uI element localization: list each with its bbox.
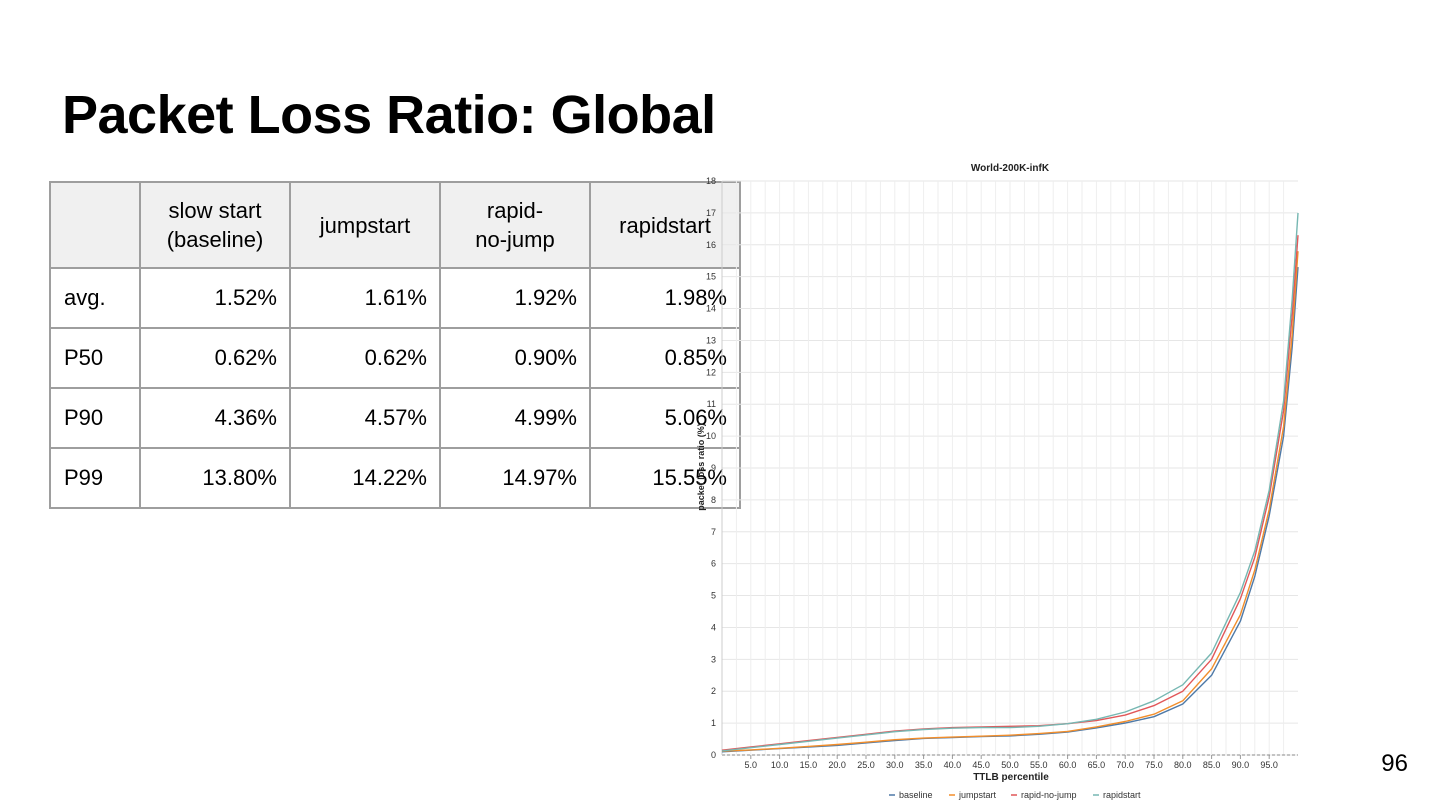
x-tick-label: 35.0 bbox=[915, 760, 933, 770]
y-tick-label: 5 bbox=[711, 591, 716, 601]
series-line-jumpstart bbox=[721, 251, 1299, 752]
y-tick-label: 4 bbox=[711, 622, 716, 632]
y-tick-label: 9 bbox=[711, 463, 716, 473]
chart-grid bbox=[722, 180, 1298, 756]
chart-title: World-200K-infK bbox=[971, 163, 1050, 174]
legend-label: rapid-no-jump bbox=[1021, 790, 1077, 800]
chart-series-group bbox=[721, 212, 1299, 753]
x-tick-label: 90.0 bbox=[1232, 760, 1250, 770]
slide-title: Packet Loss Ratio: Global bbox=[62, 85, 716, 145]
x-tick-label: 60.0 bbox=[1059, 760, 1077, 770]
table-header-cell: rapid- no-jump bbox=[439, 181, 591, 269]
table-header-row: slow start (baseline) jumpstart rapid- n… bbox=[49, 181, 741, 269]
table-header-cell bbox=[49, 181, 141, 269]
y-tick-label: 8 bbox=[711, 495, 716, 505]
stats-table: slow start (baseline) jumpstart rapid- n… bbox=[49, 181, 741, 509]
table-row: P99 13.80% 14.22% 14.97% 15.55% bbox=[49, 447, 741, 509]
table-cell: 0.85% bbox=[589, 327, 741, 389]
table-cell: 14.22% bbox=[289, 447, 441, 509]
x-tick-label: 50.0 bbox=[1001, 760, 1019, 770]
y-tick-label: 15 bbox=[706, 272, 716, 282]
x-tick-label: 45.0 bbox=[972, 760, 990, 770]
table-header-cell: rapidstart bbox=[589, 181, 741, 269]
table-cell: 1.52% bbox=[139, 267, 291, 329]
y-tick-label: 10 bbox=[706, 431, 716, 441]
legend-label: jumpstart bbox=[958, 790, 997, 800]
legend-label: baseline bbox=[899, 790, 933, 800]
header-line: slow start bbox=[168, 198, 262, 223]
header-line: no-jump bbox=[475, 227, 555, 252]
x-tick-label: 10.0 bbox=[771, 760, 789, 770]
x-tick-label: 40.0 bbox=[944, 760, 962, 770]
table-cell: 5.06% bbox=[589, 387, 741, 449]
x-tick-label: 75.0 bbox=[1145, 760, 1163, 770]
x-tick-label: 95.0 bbox=[1260, 760, 1278, 770]
header-line: rapid- bbox=[486, 198, 544, 223]
table-cell: 4.57% bbox=[289, 387, 441, 449]
y-tick-label: 18 bbox=[706, 176, 716, 186]
x-tick-label: 70.0 bbox=[1116, 760, 1134, 770]
x-tick-label: 80.0 bbox=[1174, 760, 1192, 770]
legend-label: rapidstart bbox=[1103, 790, 1141, 800]
x-tick-label: 20.0 bbox=[828, 760, 846, 770]
y-tick-label: 0 bbox=[711, 750, 716, 760]
x-tick-label: 25.0 bbox=[857, 760, 875, 770]
y-tick-label: 2 bbox=[711, 686, 716, 696]
table-cell: 14.97% bbox=[439, 447, 591, 509]
y-tick-label: 6 bbox=[711, 559, 716, 569]
table-cell: 0.62% bbox=[139, 327, 291, 389]
table-header-cell: slow start (baseline) bbox=[139, 181, 291, 269]
row-label: P50 bbox=[49, 327, 141, 389]
y-tick-label: 12 bbox=[706, 367, 716, 377]
y-tick-label: 1 bbox=[711, 718, 716, 728]
table-row: avg. 1.52% 1.61% 1.92% 1.98% bbox=[49, 267, 741, 329]
y-tick-label: 16 bbox=[706, 240, 716, 250]
table-cell: 15.55% bbox=[589, 447, 741, 509]
row-label: P90 bbox=[49, 387, 141, 449]
table-cell: 4.36% bbox=[139, 387, 291, 449]
x-tick-label: 5.0 bbox=[745, 760, 758, 770]
x-tick-label: 65.0 bbox=[1088, 760, 1106, 770]
page-number: 96 bbox=[1381, 750, 1408, 777]
table-header-cell: jumpstart bbox=[289, 181, 441, 269]
chart-legend: baseline jumpstart rapid-no-jump rapidstart bbox=[889, 790, 1141, 800]
table-cell: 1.98% bbox=[589, 267, 741, 329]
chart-svg: World-200K-infK 012345678910111213141516… bbox=[696, 163, 1299, 800]
table-row: P50 0.62% 0.62% 0.90% 0.85% bbox=[49, 327, 741, 389]
y-tick-label: 7 bbox=[711, 527, 716, 537]
table-cell: 0.62% bbox=[289, 327, 441, 389]
table-row: P90 4.36% 4.57% 4.99% 5.06% bbox=[49, 387, 741, 449]
y-tick-label: 11 bbox=[707, 399, 716, 409]
x-tick-label: 30.0 bbox=[886, 760, 904, 770]
x-tick-label: 55.0 bbox=[1030, 760, 1048, 770]
series-line-rapidstart bbox=[721, 212, 1299, 752]
line-chart: World-200K-infK 0 1 2 3 4 5 6 7 8 9 10 11 12 13 14 15 16… bbox=[690, 156, 1310, 810]
x-tick-label: 15.0 bbox=[800, 760, 818, 770]
x-axis-label: TTLB percentile bbox=[973, 772, 1049, 783]
y-tick-label: 17 bbox=[706, 208, 716, 218]
y-tick-label: 14 bbox=[706, 304, 716, 314]
table-cell: 4.99% bbox=[439, 387, 591, 449]
table-cell: 0.90% bbox=[439, 327, 591, 389]
table-cell: 1.92% bbox=[439, 267, 591, 329]
y-tick-label: 13 bbox=[706, 335, 716, 345]
header-line: (baseline) bbox=[166, 227, 264, 252]
y-axis-label: packet loss ratio (%) bbox=[696, 423, 706, 511]
table-cell: 13.80% bbox=[139, 447, 291, 509]
table-cell: 1.61% bbox=[289, 267, 441, 329]
row-label: avg. bbox=[49, 267, 141, 329]
y-tick-label: 3 bbox=[711, 654, 716, 664]
x-tick-label: 85.0 bbox=[1203, 760, 1221, 770]
row-label: P99 bbox=[49, 447, 141, 509]
